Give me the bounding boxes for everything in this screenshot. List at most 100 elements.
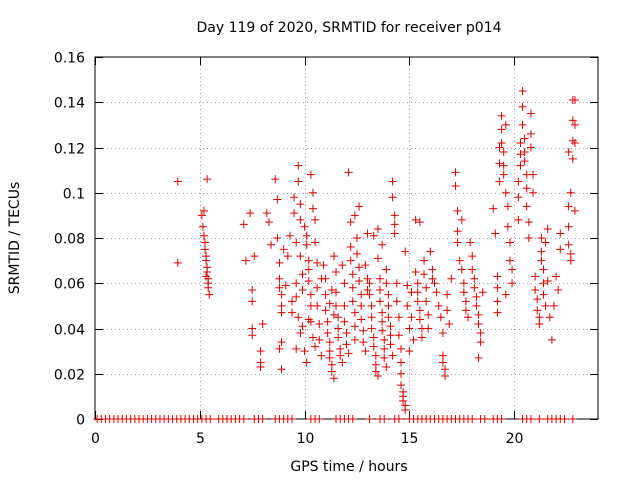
data-point <box>531 272 540 281</box>
data-point <box>202 272 211 281</box>
data-point <box>396 344 405 353</box>
data-point <box>323 317 332 326</box>
data-point <box>568 116 577 125</box>
data-point <box>376 297 385 306</box>
data-point <box>497 125 506 134</box>
y-tick-label: 0.1 <box>63 187 85 203</box>
data-point <box>535 415 544 423</box>
data-point <box>518 120 527 129</box>
data-point <box>357 301 366 310</box>
data-point <box>302 240 311 249</box>
data-point <box>340 279 349 288</box>
data-point <box>474 319 483 328</box>
data-point <box>290 209 299 218</box>
data-point <box>457 215 466 224</box>
data-point <box>394 313 403 322</box>
data-point <box>357 290 366 299</box>
data-point <box>531 286 540 295</box>
data-point <box>478 288 487 297</box>
data-point <box>352 234 361 242</box>
data-point <box>306 290 315 299</box>
data-point <box>564 240 573 249</box>
data-point <box>505 256 514 265</box>
data-point <box>514 215 523 224</box>
data-point <box>371 351 380 360</box>
data-point <box>537 234 546 242</box>
data-point <box>311 215 320 224</box>
data-point <box>432 288 441 297</box>
data-point <box>206 415 215 423</box>
data-point <box>308 333 317 342</box>
data-point <box>292 279 301 288</box>
data-point <box>518 86 527 95</box>
data-point <box>493 283 502 292</box>
data-point <box>350 335 359 344</box>
data-point <box>420 256 429 265</box>
data-point <box>378 317 387 326</box>
data-point <box>344 168 353 177</box>
data-point <box>348 297 357 306</box>
data-point <box>325 299 334 308</box>
y-tick-label: 0.02 <box>54 368 85 384</box>
data-point <box>203 267 212 276</box>
data-point <box>325 338 334 347</box>
data-point <box>566 188 575 197</box>
data-point <box>367 324 376 333</box>
data-point <box>315 415 324 423</box>
data-point <box>378 308 387 317</box>
data-point <box>273 195 282 204</box>
data-point <box>451 181 460 190</box>
data-point <box>403 301 412 310</box>
data-point <box>313 301 322 310</box>
y-tick-label: 0.08 <box>54 232 85 248</box>
data-point <box>529 188 538 197</box>
data-point <box>426 247 435 256</box>
data-point <box>468 252 477 261</box>
data-point <box>378 326 387 335</box>
data-point <box>560 415 569 423</box>
data-point <box>472 292 481 301</box>
data-point <box>390 220 399 229</box>
data-point <box>290 193 299 202</box>
data-point <box>453 227 462 236</box>
data-point <box>413 279 422 288</box>
data-point <box>489 204 498 213</box>
data-point <box>520 157 529 166</box>
data-point <box>296 215 305 224</box>
data-point <box>566 256 575 265</box>
data-point <box>552 272 561 281</box>
data-point <box>476 338 485 347</box>
data-point <box>373 372 382 381</box>
data-point <box>411 267 420 276</box>
data-point <box>541 301 550 310</box>
data-point <box>405 324 414 333</box>
data-point <box>522 202 531 211</box>
data-point <box>325 353 334 362</box>
data-point <box>564 222 573 231</box>
data-point <box>388 351 397 360</box>
data-point <box>292 238 301 247</box>
data-point <box>470 283 479 292</box>
data-point <box>296 200 305 209</box>
data-point <box>495 159 504 168</box>
data-point <box>327 286 336 295</box>
data-point <box>401 247 410 256</box>
data-point <box>394 331 403 340</box>
y-tick-label: 0.16 <box>54 51 85 67</box>
data-point <box>275 274 284 283</box>
data-point <box>547 335 556 344</box>
data-point <box>321 274 330 283</box>
data-point <box>501 290 510 299</box>
data-point <box>459 288 468 297</box>
data-point <box>388 193 397 202</box>
data-point <box>246 209 255 218</box>
data-point <box>541 238 550 247</box>
data-point <box>570 138 579 147</box>
data-point <box>556 229 565 238</box>
data-point <box>369 333 378 342</box>
data-point <box>302 231 311 240</box>
data-point <box>363 274 372 283</box>
data-point <box>403 281 412 290</box>
data-point <box>476 329 485 338</box>
data-point <box>516 138 525 147</box>
